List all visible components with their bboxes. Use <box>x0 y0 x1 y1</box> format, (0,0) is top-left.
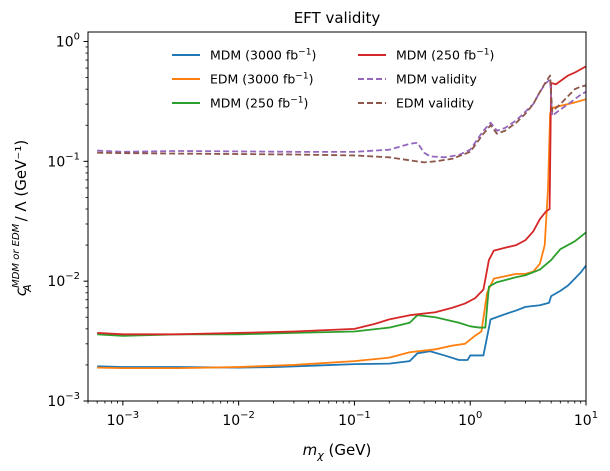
x-tick-label-4: 100 <box>458 410 482 429</box>
y-axis-label: cMDM or EDMA / Λ (GeV⁻¹) <box>11 140 34 296</box>
x-tick-label-3: 10−1 <box>338 410 371 429</box>
plot-frame <box>87 31 587 402</box>
x-tick-label-2: 10−2 <box>222 410 255 429</box>
series-line-2 <box>97 98 586 370</box>
axes: 10−3 10−2 10−1 100 101 10−3 10−2 10−1 100 <box>47 31 598 429</box>
series-line-1 <box>97 264 586 369</box>
x-tick-label-1: 10−3 <box>107 410 140 429</box>
y-tick-label-2: 10−2 <box>47 271 80 290</box>
series-line-5 <box>97 78 586 159</box>
legend-label-2: EDM (3000 fb−1) <box>210 72 313 87</box>
chart-title: EFT validity <box>294 9 381 27</box>
y-tick-label-1: 10−3 <box>47 391 80 410</box>
legend-label-3: MDM (250 fb−1) <box>210 96 308 111</box>
legend-label-1: MDM (3000 fb−1) <box>210 48 316 63</box>
legend-label-4: MDM (250 fb−1) <box>396 48 494 63</box>
y-tick-label-3: 10−1 <box>47 151 80 170</box>
legend: MDM (3000 fb−1) EDM (3000 fb−1) MDM (250 f… <box>172 48 494 111</box>
series-line-3 <box>97 231 586 337</box>
x-axis-label: mχ (GeV) <box>303 441 372 462</box>
plot-area <box>97 65 586 370</box>
series-line-6 <box>97 74 586 164</box>
legend-label-5: MDM validity <box>396 72 477 87</box>
legend-label-6: EDM validity <box>396 96 475 111</box>
series-line-4 <box>97 65 586 336</box>
y-tick-label-4: 100 <box>56 31 80 50</box>
x-tick-label-5: 101 <box>574 410 598 429</box>
